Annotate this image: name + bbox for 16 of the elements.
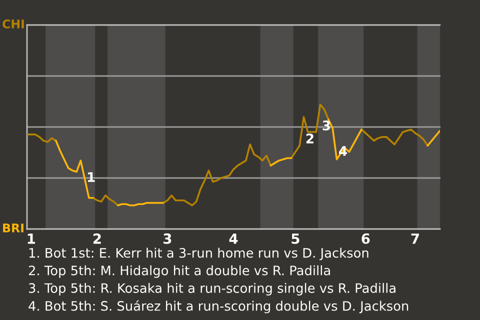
annotation: 3 bbox=[322, 120, 330, 130]
text: CHI bbox=[2, 19, 24, 28]
x-tick-label: 4 bbox=[229, 234, 238, 244]
x-tick-label: 5 bbox=[292, 234, 300, 244]
annotation: 2 bbox=[306, 134, 314, 144]
x-tick-label: 7 bbox=[411, 234, 419, 244]
x-tick-label: 2 bbox=[93, 233, 101, 244]
text: 1. Bot 1st: E. Kerr hit a 3-run home run vs D. Jackson bbox=[29, 248, 368, 260]
x-tick-label: 3 bbox=[164, 233, 172, 244]
text: 2. Top 5th: M. Hidalgo hit a double vs R. Padilla bbox=[28, 265, 330, 278]
text: BRI bbox=[3, 224, 24, 232]
x-tick-label: 1 bbox=[28, 234, 36, 244]
x-tick-label: 6 bbox=[362, 233, 370, 244]
annotation: 1 bbox=[88, 172, 95, 182]
text: 3. Top 5th: R. Kosaka hit a run-scoring single vs R. Padilla bbox=[28, 282, 396, 296]
text: 4. Bot 5th: S. Suárez hit a run-scoring double vs D. Jackson bbox=[28, 300, 408, 314]
